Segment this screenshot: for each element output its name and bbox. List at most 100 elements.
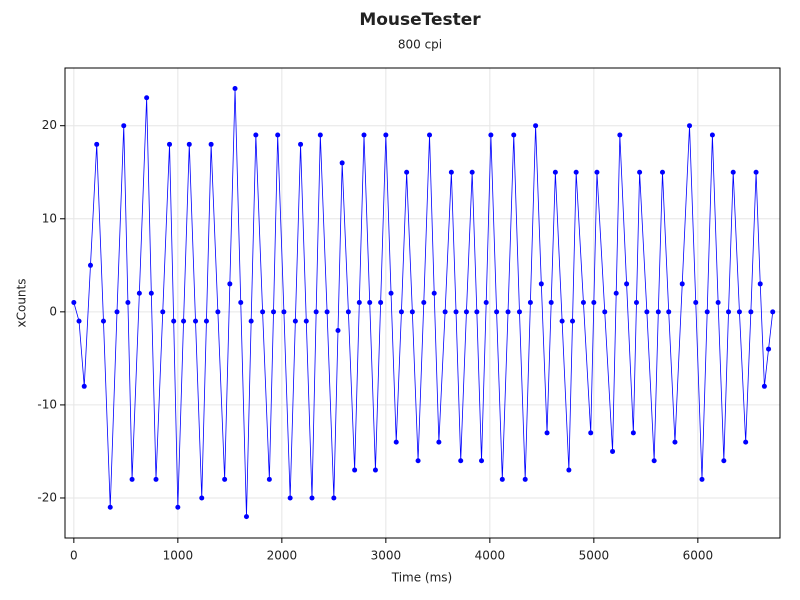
- point: [335, 327, 341, 333]
- point: [453, 309, 459, 315]
- point: [287, 495, 293, 501]
- point: [687, 123, 693, 129]
- point: [260, 309, 266, 315]
- point: [421, 300, 427, 306]
- point: [339, 160, 345, 166]
- point: [94, 141, 100, 147]
- point: [181, 318, 187, 324]
- point: [591, 300, 597, 306]
- point: [107, 504, 113, 510]
- point: [666, 309, 672, 315]
- point: [253, 132, 259, 138]
- point: [215, 309, 221, 315]
- x-tick-label: 1000: [163, 549, 194, 563]
- point: [566, 467, 572, 473]
- point: [232, 85, 238, 91]
- point: [730, 169, 736, 175]
- y-tick-label: -20: [37, 490, 57, 504]
- point: [136, 290, 142, 296]
- point: [644, 309, 650, 315]
- point: [345, 309, 351, 315]
- point: [757, 281, 763, 287]
- point: [448, 169, 454, 175]
- point: [383, 132, 389, 138]
- point: [186, 141, 192, 147]
- point: [275, 132, 281, 138]
- point: [361, 132, 367, 138]
- point: [71, 300, 77, 306]
- point: [538, 281, 544, 287]
- point: [559, 318, 565, 324]
- point: [409, 309, 415, 315]
- x-tick-label: 2000: [267, 549, 298, 563]
- point: [552, 169, 558, 175]
- point: [331, 495, 337, 501]
- point: [144, 95, 150, 101]
- point: [709, 132, 715, 138]
- point: [463, 309, 469, 315]
- point: [516, 309, 522, 315]
- x-axis-label: Time (ms): [391, 571, 453, 585]
- point: [298, 141, 304, 147]
- point: [570, 318, 576, 324]
- point: [672, 439, 678, 445]
- point: [494, 309, 500, 315]
- x-tick-label: 4000: [475, 549, 506, 563]
- point: [721, 458, 727, 464]
- point: [743, 439, 749, 445]
- point: [148, 290, 154, 296]
- point: [367, 300, 373, 306]
- point: [404, 169, 410, 175]
- point: [602, 309, 608, 315]
- point: [753, 169, 759, 175]
- point: [548, 300, 554, 306]
- point: [610, 448, 616, 454]
- point: [633, 300, 639, 306]
- point: [415, 458, 421, 464]
- point: [175, 504, 181, 510]
- point: [436, 439, 442, 445]
- point: [699, 476, 705, 482]
- point: [458, 458, 464, 464]
- point: [271, 309, 277, 315]
- point: [588, 430, 594, 436]
- x-tick-label: 6000: [683, 549, 714, 563]
- point: [100, 318, 106, 324]
- point: [356, 300, 362, 306]
- y-tick-label: -10: [37, 397, 57, 411]
- y-tick-label: 0: [49, 304, 57, 318]
- point: [309, 495, 315, 501]
- point: [659, 169, 665, 175]
- point: [398, 309, 404, 315]
- chart-subtitle: 800 cpi: [398, 38, 442, 52]
- point: [726, 309, 732, 315]
- plot-frame: [64, 67, 781, 539]
- x-tick-label: 5000: [579, 549, 610, 563]
- point: [372, 467, 378, 473]
- point: [222, 476, 228, 482]
- point: [522, 476, 528, 482]
- point: [693, 300, 699, 306]
- point: [637, 169, 643, 175]
- point: [313, 309, 319, 315]
- point: [770, 309, 776, 315]
- point: [499, 476, 505, 482]
- point: [483, 300, 489, 306]
- point: [427, 132, 433, 138]
- point: [243, 514, 249, 520]
- point: [511, 132, 517, 138]
- point: [129, 476, 135, 482]
- point: [655, 309, 661, 315]
- point: [76, 318, 82, 324]
- point: [479, 458, 485, 464]
- point: [474, 309, 480, 315]
- point: [573, 169, 579, 175]
- point: [167, 141, 173, 147]
- point: [208, 141, 214, 147]
- point: [160, 309, 166, 315]
- point: [761, 383, 767, 389]
- point: [533, 123, 539, 129]
- point: [378, 300, 384, 306]
- point: [81, 383, 87, 389]
- point: [292, 318, 298, 324]
